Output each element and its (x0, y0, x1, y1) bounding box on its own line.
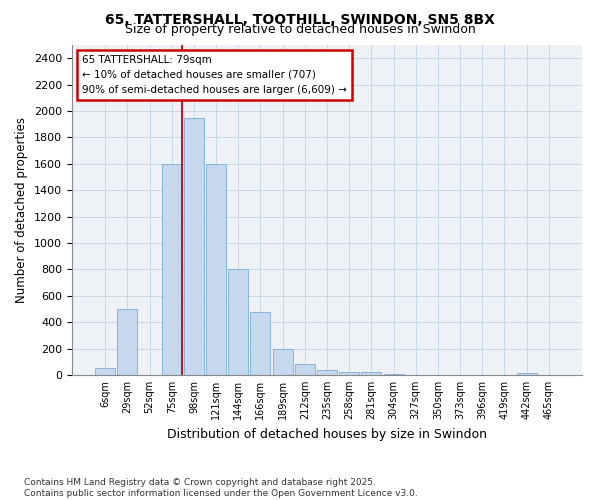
Bar (517, 373, 536, 375)
Bar (184, 118, 204, 375)
Bar (272, 348, 293, 375)
Text: 65 TATTERSHALL: 79sqm
← 10% of detached houses are smaller (707)
90% of semi-det: 65 TATTERSHALL: 79sqm ← 10% of detached … (82, 55, 347, 94)
Bar (95, 368, 115, 375)
X-axis label: Distribution of detached houses by size in Swindon: Distribution of detached houses by size … (167, 428, 487, 440)
Bar (250, 312, 271, 375)
Text: Size of property relative to detached houses in Swindon: Size of property relative to detached ho… (125, 22, 475, 36)
Bar (317, 370, 337, 375)
Text: Contains HM Land Registry data © Crown copyright and database right 2025.
Contai: Contains HM Land Registry data © Crown c… (24, 478, 418, 498)
Bar (228, 270, 248, 375)
Bar (383, 374, 404, 375)
Text: 65, TATTERSHALL, TOOTHILL, SWINDON, SN5 8BX: 65, TATTERSHALL, TOOTHILL, SWINDON, SN5 … (105, 12, 495, 26)
Bar (361, 372, 382, 375)
Bar (295, 364, 315, 375)
Y-axis label: Number of detached properties: Number of detached properties (16, 117, 28, 303)
Bar (339, 372, 359, 375)
Bar (206, 164, 226, 375)
Bar (118, 309, 137, 375)
Bar (162, 164, 182, 375)
